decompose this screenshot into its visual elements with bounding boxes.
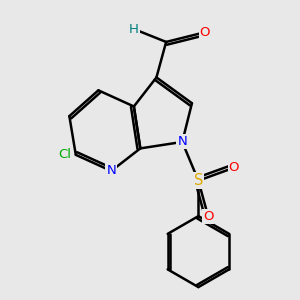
Text: S: S bbox=[194, 173, 203, 188]
Text: N: N bbox=[106, 164, 116, 178]
Text: N: N bbox=[177, 135, 187, 148]
Text: O: O bbox=[203, 210, 213, 223]
Text: O: O bbox=[200, 26, 210, 39]
Text: O: O bbox=[229, 161, 239, 174]
Text: Cl: Cl bbox=[58, 148, 71, 161]
Text: H: H bbox=[129, 22, 139, 35]
